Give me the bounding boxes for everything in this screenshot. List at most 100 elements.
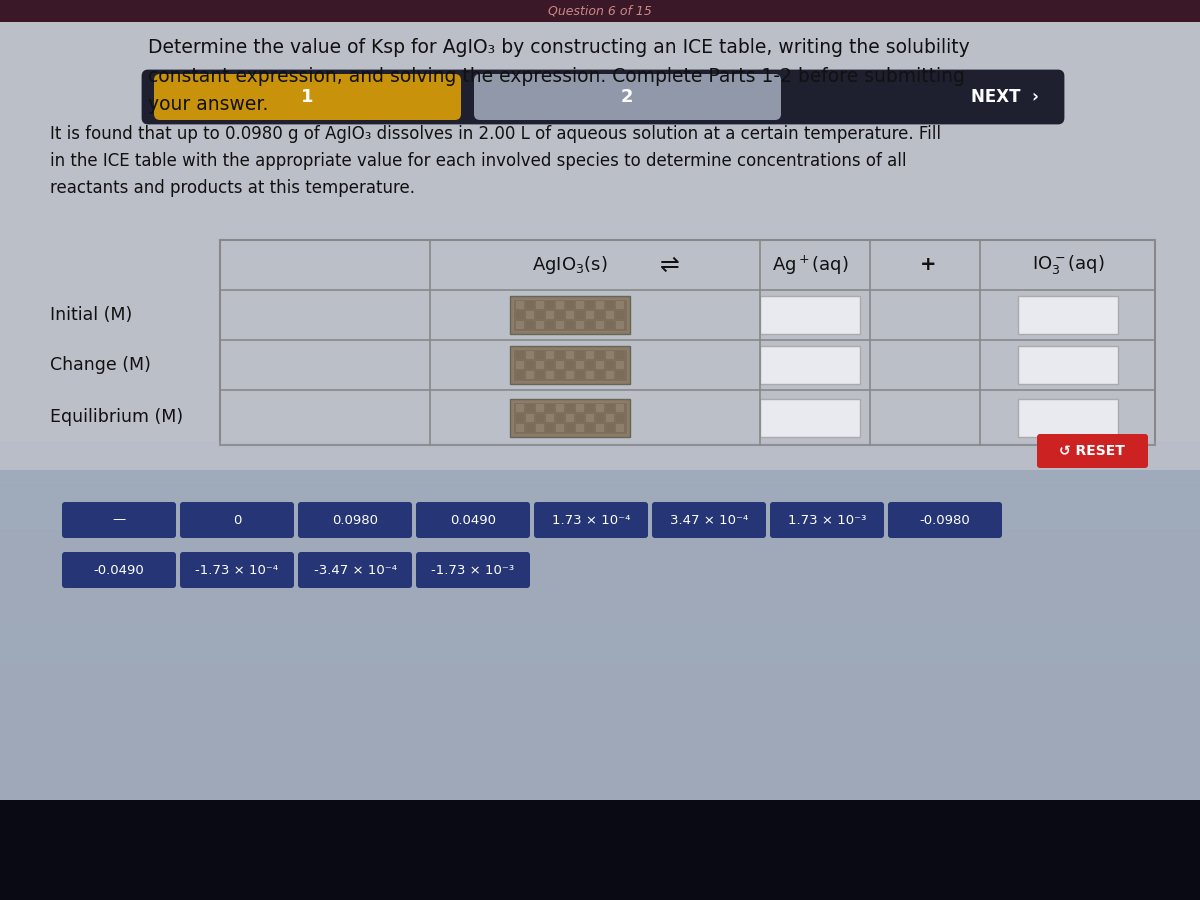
FancyBboxPatch shape xyxy=(616,414,624,422)
FancyBboxPatch shape xyxy=(606,311,614,319)
FancyBboxPatch shape xyxy=(536,361,544,369)
FancyBboxPatch shape xyxy=(606,321,614,329)
FancyBboxPatch shape xyxy=(0,486,1200,530)
FancyBboxPatch shape xyxy=(516,301,524,309)
FancyBboxPatch shape xyxy=(556,321,564,329)
FancyBboxPatch shape xyxy=(566,424,574,432)
FancyBboxPatch shape xyxy=(586,361,594,369)
Text: Determine the value of Ksp for AgIO₃ by constructing an ICE table, writing the s: Determine the value of Ksp for AgIO₃ by … xyxy=(148,38,970,114)
FancyBboxPatch shape xyxy=(576,361,584,369)
FancyBboxPatch shape xyxy=(534,502,648,538)
Text: -1.73 × 10⁻⁴: -1.73 × 10⁻⁴ xyxy=(196,563,278,577)
FancyBboxPatch shape xyxy=(536,371,544,379)
FancyBboxPatch shape xyxy=(62,552,176,588)
FancyBboxPatch shape xyxy=(1018,399,1118,436)
FancyBboxPatch shape xyxy=(596,361,604,369)
FancyBboxPatch shape xyxy=(760,296,860,334)
FancyBboxPatch shape xyxy=(576,404,584,412)
FancyBboxPatch shape xyxy=(536,301,544,309)
FancyBboxPatch shape xyxy=(546,321,554,329)
FancyBboxPatch shape xyxy=(536,351,544,359)
FancyBboxPatch shape xyxy=(556,414,564,422)
FancyBboxPatch shape xyxy=(546,301,554,309)
Text: -3.47 × 10⁻⁴: -3.47 × 10⁻⁴ xyxy=(313,563,396,577)
FancyBboxPatch shape xyxy=(474,74,781,120)
FancyBboxPatch shape xyxy=(596,351,604,359)
FancyBboxPatch shape xyxy=(546,404,554,412)
FancyBboxPatch shape xyxy=(586,311,594,319)
FancyBboxPatch shape xyxy=(298,502,412,538)
FancyBboxPatch shape xyxy=(596,404,604,412)
FancyBboxPatch shape xyxy=(526,311,534,319)
FancyBboxPatch shape xyxy=(0,531,1200,575)
FancyBboxPatch shape xyxy=(536,311,544,319)
FancyBboxPatch shape xyxy=(606,371,614,379)
Text: 2: 2 xyxy=(620,88,634,106)
FancyBboxPatch shape xyxy=(616,321,624,329)
Text: Equilibrium (M): Equilibrium (M) xyxy=(50,409,184,427)
FancyBboxPatch shape xyxy=(516,371,524,379)
FancyBboxPatch shape xyxy=(566,361,574,369)
FancyBboxPatch shape xyxy=(576,321,584,329)
FancyBboxPatch shape xyxy=(760,346,860,384)
FancyBboxPatch shape xyxy=(576,301,584,309)
FancyBboxPatch shape xyxy=(526,361,534,369)
FancyBboxPatch shape xyxy=(616,424,624,432)
Text: Change (M): Change (M) xyxy=(50,356,151,374)
FancyBboxPatch shape xyxy=(616,301,624,309)
FancyBboxPatch shape xyxy=(586,371,594,379)
FancyBboxPatch shape xyxy=(576,414,584,422)
FancyBboxPatch shape xyxy=(536,424,544,432)
Text: —: — xyxy=(113,514,126,526)
FancyBboxPatch shape xyxy=(606,301,614,309)
FancyBboxPatch shape xyxy=(586,404,594,412)
FancyBboxPatch shape xyxy=(606,404,614,412)
FancyBboxPatch shape xyxy=(566,321,574,329)
FancyBboxPatch shape xyxy=(546,351,554,359)
FancyBboxPatch shape xyxy=(616,371,624,379)
Text: 0: 0 xyxy=(233,514,241,526)
FancyBboxPatch shape xyxy=(770,502,884,538)
Text: -1.73 × 10⁻³: -1.73 × 10⁻³ xyxy=(432,563,515,577)
FancyBboxPatch shape xyxy=(514,349,628,381)
FancyBboxPatch shape xyxy=(0,621,1200,665)
FancyBboxPatch shape xyxy=(0,0,1200,470)
FancyBboxPatch shape xyxy=(606,351,614,359)
FancyBboxPatch shape xyxy=(526,414,534,422)
FancyBboxPatch shape xyxy=(546,414,554,422)
Text: Initial (M): Initial (M) xyxy=(50,306,132,324)
FancyBboxPatch shape xyxy=(596,424,604,432)
FancyBboxPatch shape xyxy=(536,321,544,329)
FancyBboxPatch shape xyxy=(526,301,534,309)
FancyBboxPatch shape xyxy=(1037,434,1148,468)
Text: 0.0980: 0.0980 xyxy=(332,514,378,526)
FancyBboxPatch shape xyxy=(586,301,594,309)
FancyBboxPatch shape xyxy=(416,552,530,588)
FancyBboxPatch shape xyxy=(616,311,624,319)
FancyBboxPatch shape xyxy=(298,552,412,588)
FancyBboxPatch shape xyxy=(526,351,534,359)
Text: NEXT  ›: NEXT › xyxy=(971,88,1039,106)
FancyBboxPatch shape xyxy=(606,414,614,422)
FancyBboxPatch shape xyxy=(606,424,614,432)
Text: ↺ RESET: ↺ RESET xyxy=(1060,444,1124,458)
FancyBboxPatch shape xyxy=(556,351,564,359)
FancyBboxPatch shape xyxy=(516,321,524,329)
FancyBboxPatch shape xyxy=(143,71,1063,123)
FancyBboxPatch shape xyxy=(596,311,604,319)
FancyBboxPatch shape xyxy=(888,502,1002,538)
FancyBboxPatch shape xyxy=(556,361,564,369)
FancyBboxPatch shape xyxy=(514,299,628,331)
FancyBboxPatch shape xyxy=(526,424,534,432)
FancyBboxPatch shape xyxy=(566,404,574,412)
FancyBboxPatch shape xyxy=(546,361,554,369)
FancyBboxPatch shape xyxy=(576,371,584,379)
FancyBboxPatch shape xyxy=(586,424,594,432)
Text: -0.0490: -0.0490 xyxy=(94,563,144,577)
Text: IO$_3^-$(aq): IO$_3^-$(aq) xyxy=(1032,254,1104,276)
FancyBboxPatch shape xyxy=(616,361,624,369)
FancyBboxPatch shape xyxy=(556,311,564,319)
Text: +: + xyxy=(919,256,936,274)
FancyBboxPatch shape xyxy=(566,311,574,319)
FancyBboxPatch shape xyxy=(0,780,1200,900)
